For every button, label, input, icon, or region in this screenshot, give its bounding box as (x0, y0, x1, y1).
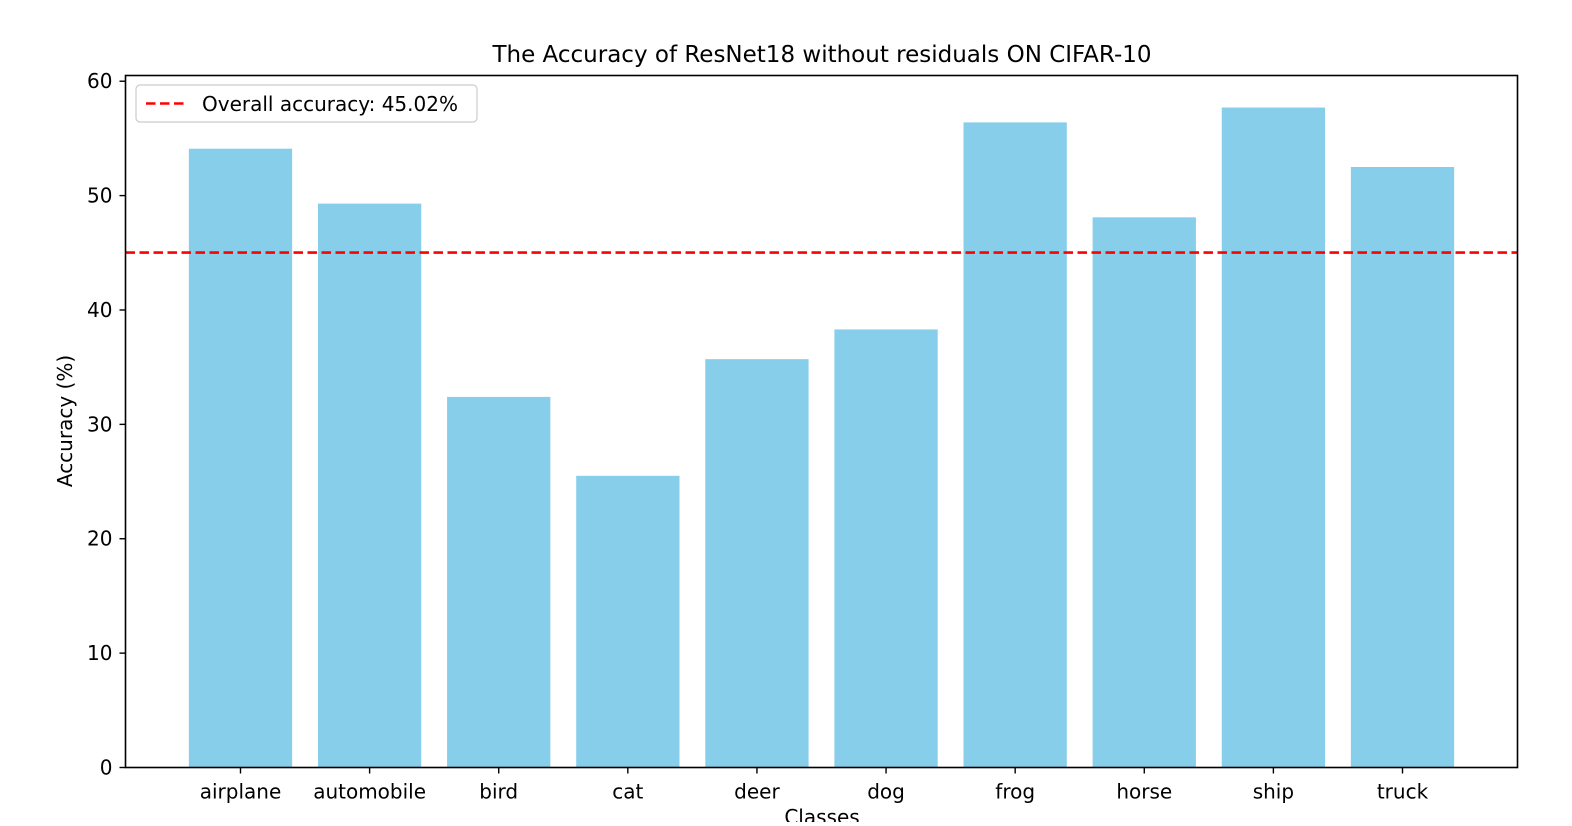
bars-layer (188, 107, 1455, 768)
x-tick-label-cat: cat (612, 780, 643, 804)
y-axis-ticks: 0 10 20 30 40 50 60 (87, 69, 126, 780)
chart-title: The Accuracy of ResNet18 without residua… (491, 42, 1151, 68)
y-tick-label: 60 (87, 69, 112, 93)
bar-airplane (188, 148, 293, 768)
bar-bird (447, 396, 551, 768)
bar-cat (576, 475, 680, 768)
y-tick-label: 30 (87, 412, 112, 436)
x-tick-label-dog: dog (867, 780, 905, 804)
legend: Overall accuracy: 45.02% (135, 84, 478, 123)
x-axis-ticks: airplane automobile bird cat deer dog frog hors… (200, 767, 1429, 804)
y-tick-label: 50 (87, 184, 112, 208)
legend-label: Overall accuracy: 45.02% (202, 92, 458, 116)
bar-frog (963, 122, 1067, 768)
bar-automobile (317, 203, 422, 768)
x-tick-label-airplane: airplane (200, 780, 282, 804)
y-axis-label: Accuracy (%) (53, 355, 77, 487)
y-tick-label: 0 (100, 756, 113, 780)
x-tick-label-ship: ship (1253, 780, 1294, 804)
plot-frame (124, 74, 1519, 769)
bar-dog (834, 329, 938, 768)
legend-box (135, 84, 478, 123)
y-tick-label: 20 (87, 527, 112, 551)
bar-deer (705, 359, 809, 768)
y-tick-label: 40 (87, 298, 112, 322)
bar-truck (1350, 167, 1455, 768)
x-tick-label-automobile: automobile (313, 780, 426, 804)
bar-horse (1092, 217, 1196, 768)
x-tick-label-bird: bird (479, 780, 518, 804)
x-tick-label-deer: deer (734, 780, 780, 804)
x-axis-label: Classes (784, 805, 859, 822)
x-tick-label-frog: frog (995, 780, 1035, 804)
x-tick-label-truck: truck (1377, 780, 1429, 804)
x-tick-label-horse: horse (1116, 780, 1172, 804)
bar-ship (1221, 107, 1326, 768)
y-tick-label: 10 (87, 641, 112, 665)
